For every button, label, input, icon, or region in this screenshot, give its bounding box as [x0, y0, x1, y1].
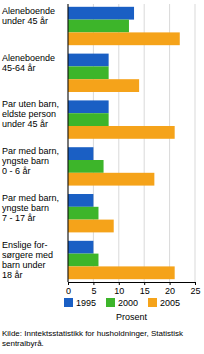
legend-swatch — [64, 298, 73, 307]
bar — [68, 173, 154, 186]
legend-item: 1995 — [64, 298, 96, 308]
bar — [68, 66, 109, 79]
bar — [68, 32, 180, 45]
grid-line — [68, 4, 69, 282]
bar — [68, 7, 134, 20]
bar — [68, 220, 114, 233]
tick: 5 — [91, 282, 96, 296]
grid — [68, 4, 195, 282]
bar — [68, 160, 104, 173]
tick-mark — [93, 282, 94, 285]
bar — [68, 100, 109, 113]
bars — [68, 7, 180, 279]
bar — [68, 126, 175, 139]
bar — [68, 241, 93, 254]
tick: 15 — [140, 282, 150, 296]
legend-swatch — [106, 298, 115, 307]
category-label: Aleneboende45-64 år — [2, 53, 55, 73]
bar — [68, 147, 93, 160]
legend-swatch — [148, 298, 157, 307]
category-label: Par uten barn,eldste personunder 45 år — [2, 99, 59, 129]
legend-label: 2000 — [118, 298, 138, 308]
legend-item: 2005 — [148, 298, 180, 308]
legend-label: 1995 — [76, 298, 96, 308]
legend: 1995 2000 2005 — [64, 298, 180, 308]
grid-line — [118, 4, 119, 282]
tick-label: 25 — [190, 286, 200, 296]
bar — [68, 254, 98, 267]
tick-mark — [195, 282, 196, 285]
x-axis-title: Prosent — [116, 312, 148, 322]
category-label: Par med barn,yngste barn0 - 6 år — [2, 146, 59, 176]
axis-line — [69, 282, 196, 283]
category-label: Par med barn,yngste barn7 - 17 år — [2, 193, 59, 223]
tick-label: 10 — [114, 286, 124, 296]
tick-label: 20 — [165, 286, 175, 296]
y-axis-line — [68, 4, 69, 282]
tick-label: 5 — [91, 286, 96, 296]
tick-mark — [68, 282, 69, 285]
tick-label: 0 — [66, 286, 71, 296]
tick-label: 15 — [140, 286, 150, 296]
grid-line — [93, 4, 94, 282]
tick-mark — [119, 282, 120, 285]
grid-line — [144, 4, 145, 282]
tick: 0 — [66, 282, 71, 296]
bar — [68, 20, 129, 33]
tick: 10 — [114, 282, 124, 296]
category-label: Aleneboendeunder 45 år — [2, 6, 55, 26]
bar — [68, 54, 109, 67]
bar — [68, 194, 93, 207]
chart: 0 5 10 15 20 25 Aleneboendeunder 45 år Aleneboe… — [0, 0, 204, 354]
bar — [68, 79, 139, 92]
category-label: Enslige for-sørgere medbarn under18 år — [2, 240, 53, 280]
plot: 0 5 10 15 20 25 — [66, 4, 201, 296]
source: Kilde: Inntektsstatistikk for husholdnin… — [2, 329, 184, 348]
tick-mark — [170, 282, 171, 285]
tick: 20 — [165, 282, 175, 296]
bar — [68, 266, 175, 279]
bar — [68, 207, 98, 220]
tick: 25 — [190, 282, 200, 296]
grid-line — [169, 4, 170, 282]
grid-line — [195, 4, 196, 282]
bar — [68, 113, 109, 126]
x-axis: 0 5 10 15 20 25 — [66, 282, 201, 296]
tick-mark — [144, 282, 145, 285]
legend-label: 2005 — [160, 298, 180, 308]
legend-item: 2000 — [106, 298, 138, 308]
